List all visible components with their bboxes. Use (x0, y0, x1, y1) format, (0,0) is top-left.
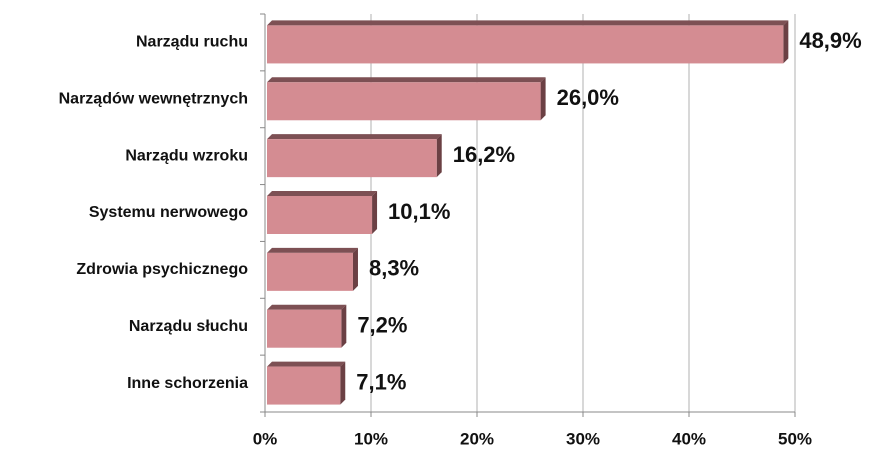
bar-top (267, 247, 358, 253)
bar (267, 309, 342, 348)
bar (267, 25, 784, 64)
bar-side (352, 247, 358, 291)
bar (267, 196, 373, 234)
y-tick-label: Narządu słuchu (129, 318, 248, 335)
bar (267, 366, 341, 405)
data-label: 16,2% (453, 142, 515, 167)
bar-side (341, 304, 347, 348)
bar-side (436, 134, 442, 178)
x-tick-label: 10% (354, 429, 388, 448)
bar-top (267, 361, 346, 367)
data-label: 26,0% (557, 85, 619, 110)
y-tick-label: Zdrowia psychicznego (76, 261, 248, 278)
bar-side (372, 191, 378, 234)
x-tick-label: 30% (566, 429, 600, 448)
x-tick-label: 50% (778, 429, 812, 448)
bar-top (267, 20, 789, 26)
data-label: 48,9% (799, 28, 861, 53)
y-tick-label: Inne schorzenia (127, 375, 248, 392)
x-tick-label: 40% (672, 429, 706, 448)
bar-side (540, 77, 546, 121)
y-tick-label: Narządu wzroku (125, 147, 248, 164)
data-label: 7,2% (357, 313, 407, 338)
data-label: 10,1% (388, 199, 450, 224)
bar (267, 252, 353, 291)
bar (267, 139, 437, 178)
bar-top (267, 134, 442, 140)
data-label: 8,3% (369, 256, 419, 281)
y-tick-label: Systemu nerwowego (89, 204, 248, 221)
y-tick-label: Narządu ruchu (136, 34, 248, 51)
data-label: 7,1% (356, 369, 406, 394)
bar-side (340, 361, 346, 405)
bar-top (267, 304, 347, 310)
bar-top (267, 191, 378, 196)
x-tick-label: 20% (460, 429, 494, 448)
bar-top (267, 77, 546, 83)
bar-side (783, 20, 789, 64)
x-tick-label: 0% (253, 429, 278, 448)
bar (267, 82, 541, 121)
y-tick-label: Narządów wewnętrznych (59, 91, 248, 108)
